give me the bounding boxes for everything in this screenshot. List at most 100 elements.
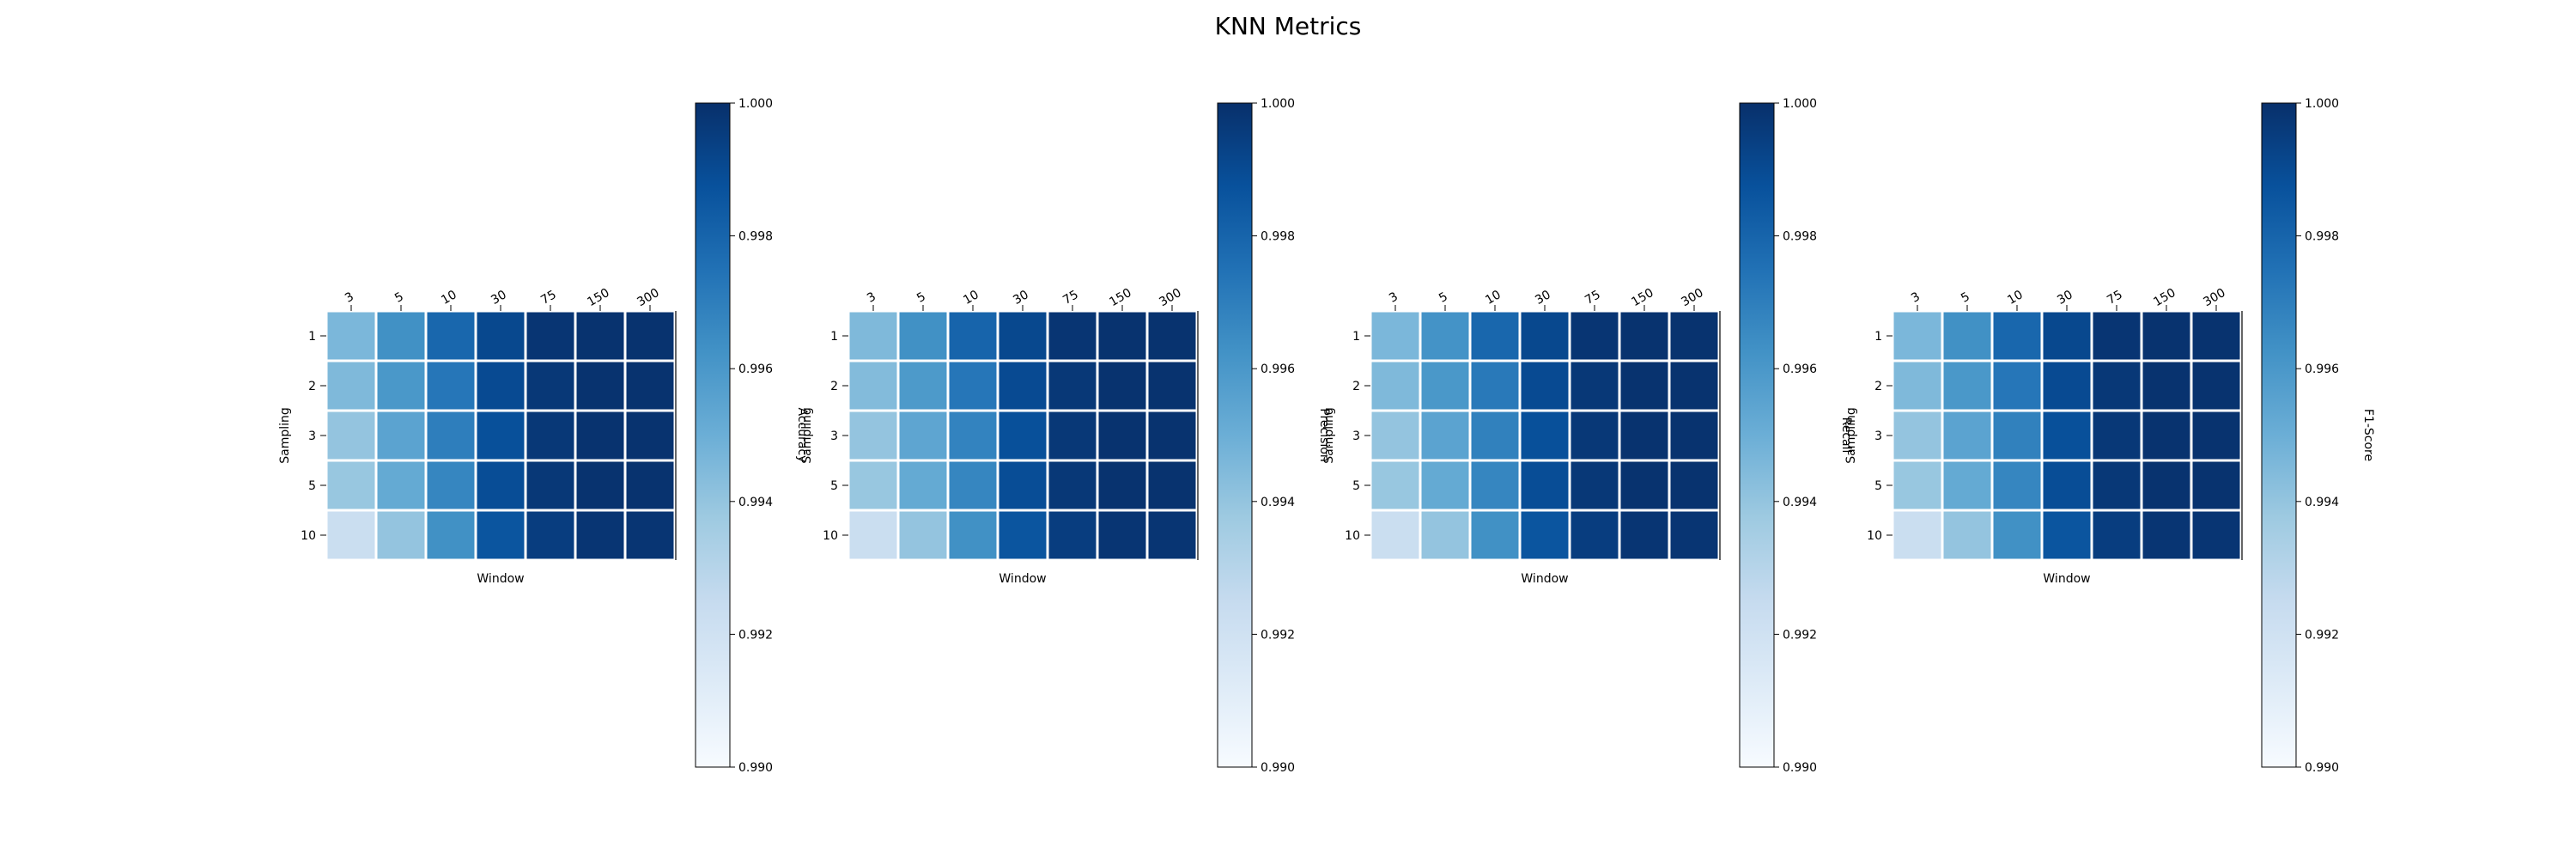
- heatmap-cell: [1568, 509, 1621, 562]
- heatmap-cell: [1145, 509, 1199, 562]
- x-tick-label: 5: [1437, 289, 1450, 305]
- heatmap-cell: [1891, 459, 1944, 512]
- x-axis-label: Window: [2043, 572, 2090, 586]
- heatmap-cell: [623, 409, 677, 462]
- heatmap-cell: [424, 459, 477, 512]
- x-tick-label: 3: [865, 289, 878, 305]
- x-tick-label: 10: [2005, 288, 2025, 308]
- heatmap-cell: [1941, 359, 1994, 412]
- colorbar-tick-label: 0.994: [1261, 496, 1295, 509]
- colorbar-tick-label: 0.992: [1261, 628, 1295, 642]
- y-tick-label: 3: [1352, 430, 1360, 443]
- heatmap-cell: [1990, 509, 2044, 562]
- y-tick-label: 2: [308, 380, 316, 393]
- heatmap-cell: [374, 409, 428, 462]
- colorbar-tick-label: 0.998: [738, 230, 773, 244]
- heatmap-cell: [847, 409, 900, 462]
- heatmap-cell: [896, 309, 950, 362]
- x-tick-label: 300: [2201, 286, 2227, 309]
- x-tick-label: 150: [1107, 286, 1133, 309]
- y-tick-label: 5: [1352, 479, 1360, 493]
- heatmap-cell: [1096, 409, 1149, 462]
- heatmap-cell: [325, 409, 378, 462]
- heatmap-cell: [2140, 309, 2193, 362]
- heatmap-cell: [1941, 509, 1994, 562]
- x-tick-label: 300: [1679, 286, 1705, 309]
- heatmap-cell: [2190, 409, 2243, 462]
- heatmap-cell: [946, 359, 999, 412]
- heatmap-cell: [2140, 359, 2193, 412]
- heatmap-cell: [1046, 409, 1099, 462]
- x-tick-label: 3: [343, 289, 356, 305]
- heatmap-cell: [847, 359, 900, 412]
- y-tick-label: 10: [823, 529, 838, 543]
- colorbar-tick-label: 0.992: [2305, 628, 2339, 642]
- y-tick-label: 2: [1874, 380, 1882, 393]
- heatmap-cell: [1046, 309, 1099, 362]
- colorbar: [1217, 102, 1253, 768]
- y-axis-label: Sampling: [1322, 407, 1336, 464]
- heatmap-cell: [896, 459, 950, 512]
- heatmap-cell: [2190, 509, 2243, 562]
- colorbar-tick-label: 0.998: [1783, 230, 1817, 244]
- y-tick-label: 5: [830, 479, 838, 493]
- heatmap-cell: [847, 509, 900, 562]
- heatmap-cell: [1468, 459, 1522, 512]
- heatmap-cell: [474, 409, 527, 462]
- heatmap-cell: [2090, 309, 2143, 362]
- heatmap-cell: [524, 459, 577, 512]
- colorbar-tick-label: 0.996: [738, 362, 773, 376]
- heatmap-cell: [2040, 359, 2093, 412]
- heatmap-cell: [1568, 409, 1621, 462]
- heatmap-cell: [1145, 359, 1199, 412]
- heatmap-cell: [847, 309, 900, 362]
- heatmap-cell: [1518, 409, 1571, 462]
- heatmap-panel-2: 3 5 10 30 75 150 300 1 2 3 5 10 Window Sampling 0.990 0…: [800, 97, 1331, 775]
- heatmap-cell: [1518, 459, 1571, 512]
- colorbar-tick-label: 1.000: [1783, 97, 1817, 111]
- heatmap-cell: [325, 309, 378, 362]
- heatmap-panel-3: 3 5 10 30 75 150 300 1 2 3 5 10 Window Sampling 0.990 0…: [1322, 97, 1853, 775]
- heatmap-cell: [1568, 459, 1621, 512]
- colorbar: [2261, 102, 2297, 768]
- x-axis-label: Window: [477, 572, 524, 586]
- heatmap-cell: [474, 459, 527, 512]
- heatmap-cell: [374, 359, 428, 412]
- heatmap-cell: [424, 509, 477, 562]
- heatmap-cell: [1369, 359, 1422, 412]
- y-axis-label: Sampling: [278, 407, 292, 464]
- heatmap-cell: [2090, 409, 2143, 462]
- heatmap-cell: [1468, 509, 1522, 562]
- colorbar-tick-label: 1.000: [2305, 97, 2339, 111]
- heatmap-cell: [1891, 409, 1944, 462]
- y-tick-label: 5: [1874, 479, 1882, 493]
- colorbar-label: Recall: [1839, 417, 1853, 454]
- heatmap-cell: [574, 309, 627, 362]
- heatmap-cell: [2190, 459, 2243, 512]
- heatmap-cell: [325, 459, 378, 512]
- x-tick-label: 3: [1387, 289, 1400, 305]
- heatmap-cell: [424, 409, 477, 462]
- heatmap-cell: [623, 459, 677, 512]
- x-tick-label: 75: [2105, 288, 2124, 308]
- heatmap-cell: [1990, 459, 2044, 512]
- y-axis-label: Sampling: [800, 407, 814, 464]
- x-axis-label: Window: [1521, 572, 1568, 586]
- y-tick-label: 10: [1345, 529, 1360, 543]
- heatmap-cell: [1990, 309, 2044, 362]
- heatmap-cell: [2140, 509, 2193, 562]
- colorbar-tick-label: 0.990: [2305, 761, 2339, 775]
- x-tick-label: 75: [538, 288, 558, 308]
- heatmap-cell: [1096, 509, 1149, 562]
- colorbar-tick-label: 1.000: [1261, 97, 1295, 111]
- x-tick-label: 300: [1157, 286, 1183, 309]
- heatmap-cell: [1419, 359, 1472, 412]
- colorbar-tick-label: 0.992: [738, 628, 773, 642]
- heatmap-cell: [623, 359, 677, 412]
- x-tick-label: 5: [1959, 289, 1972, 305]
- heatmap-cell: [2140, 459, 2193, 512]
- x-tick-label: 3: [1909, 289, 1923, 305]
- heatmap-cell: [896, 509, 950, 562]
- colorbar-tick-label: 0.998: [1261, 230, 1295, 244]
- heatmap-cell: [896, 409, 950, 462]
